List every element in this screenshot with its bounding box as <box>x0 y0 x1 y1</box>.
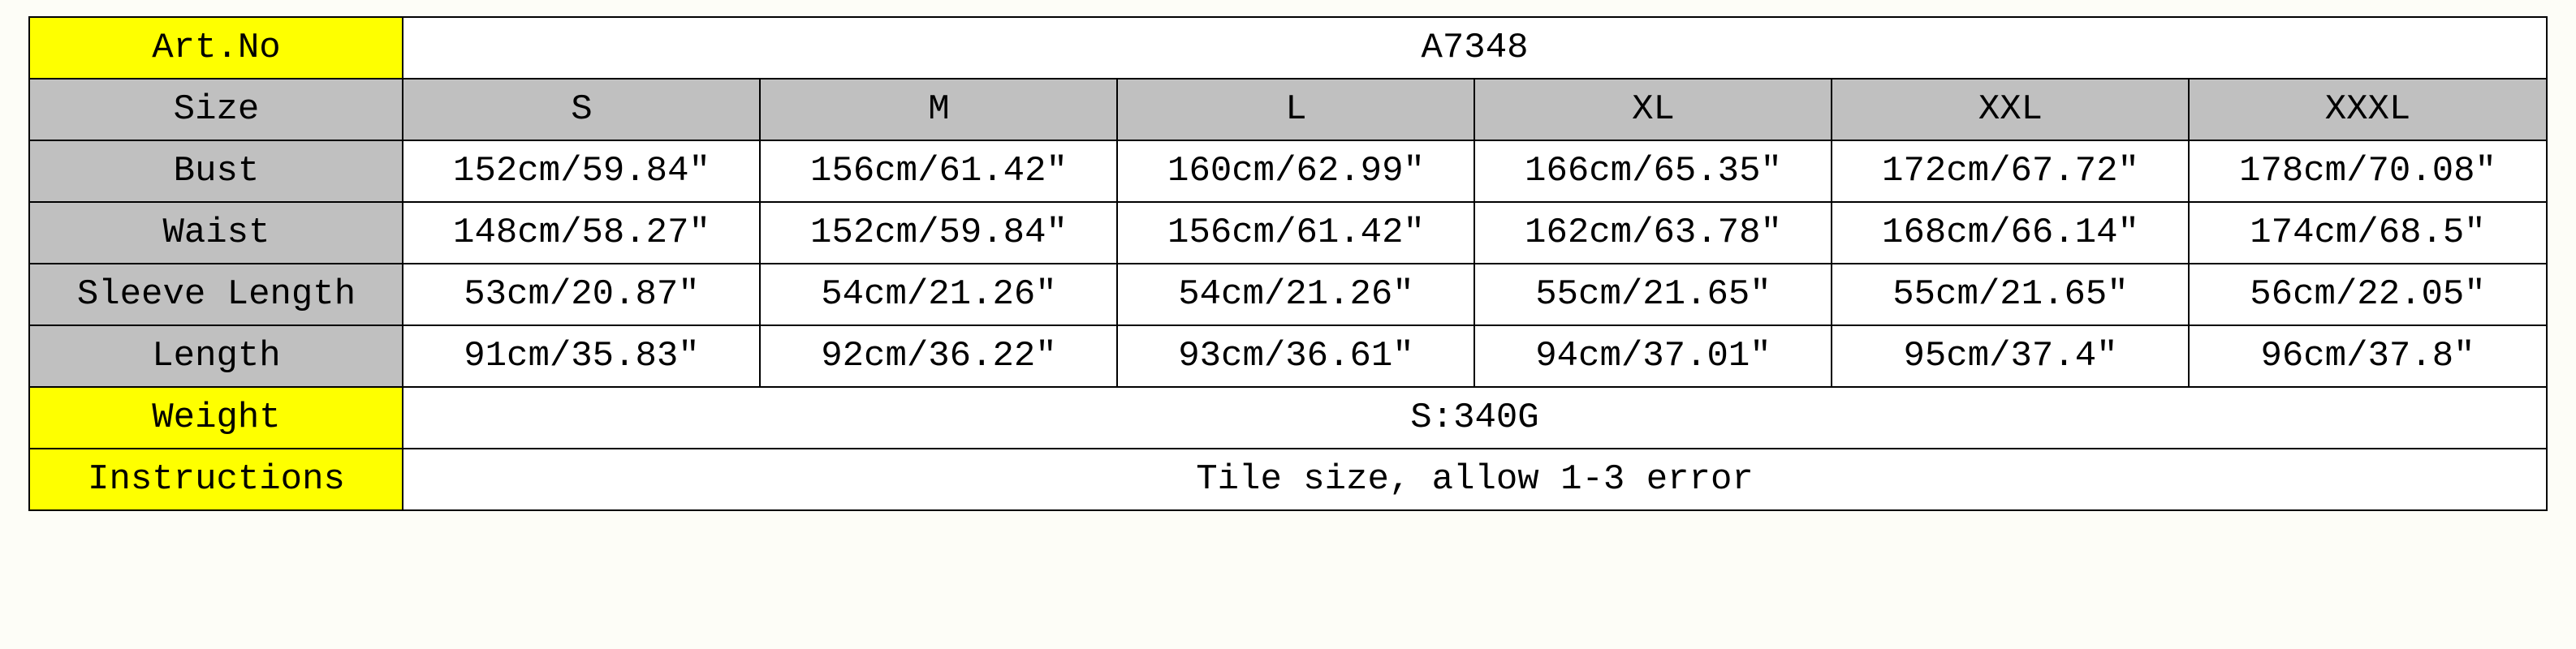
sleeve-2: 54cm/21.26″ <box>1117 264 1474 325</box>
length-3: 94cm/37.01″ <box>1474 325 1832 387</box>
row-instructions: Instructions Tile size, allow 1-3 error <box>29 449 2546 510</box>
waist-1: 152cm/59.84″ <box>760 202 1117 264</box>
length-0: 91cm/35.83″ <box>403 325 760 387</box>
value-instructions: Tile size, allow 1-3 error <box>403 449 2546 510</box>
label-size: Size <box>29 79 403 140</box>
waist-5: 174cm/68.5″ <box>2189 202 2546 264</box>
waist-3: 162cm/63.78″ <box>1474 202 1832 264</box>
size-col-4: XXL <box>1832 79 2189 140</box>
size-col-1: M <box>760 79 1117 140</box>
row-length: Length 91cm/35.83″ 92cm/36.22″ 93cm/36.6… <box>29 325 2546 387</box>
sleeve-4: 55cm/21.65″ <box>1832 264 2189 325</box>
row-bust: Bust 152cm/59.84″ 156cm/61.42″ 160cm/62.… <box>29 140 2546 202</box>
size-col-5: XXXL <box>2189 79 2546 140</box>
row-sleeve: Sleeve Length 53cm/20.87″ 54cm/21.26″ 54… <box>29 264 2546 325</box>
label-length: Length <box>29 325 403 387</box>
size-col-0: S <box>403 79 760 140</box>
label-artno: Art.No <box>29 17 403 79</box>
bust-1: 156cm/61.42″ <box>760 140 1117 202</box>
sleeve-1: 54cm/21.26″ <box>760 264 1117 325</box>
size-col-2: L <box>1117 79 1474 140</box>
row-weight: Weight S:340G <box>29 387 2546 449</box>
row-size: Size S M L XL XXL XXXL <box>29 79 2546 140</box>
label-instructions: Instructions <box>29 449 403 510</box>
bust-0: 152cm/59.84″ <box>403 140 760 202</box>
bust-4: 172cm/67.72″ <box>1832 140 2189 202</box>
length-1: 92cm/36.22″ <box>760 325 1117 387</box>
row-artno: Art.No A7348 <box>29 17 2546 79</box>
label-sleeve: Sleeve Length <box>29 264 403 325</box>
sleeve-3: 55cm/21.65″ <box>1474 264 1832 325</box>
bust-3: 166cm/65.35″ <box>1474 140 1832 202</box>
waist-4: 168cm/66.14″ <box>1832 202 2189 264</box>
value-weight: S:340G <box>403 387 2546 449</box>
length-4: 95cm/37.4″ <box>1832 325 2189 387</box>
bust-5: 178cm/70.08″ <box>2189 140 2546 202</box>
label-waist: Waist <box>29 202 403 264</box>
sleeve-5: 56cm/22.05″ <box>2189 264 2546 325</box>
bust-2: 160cm/62.99″ <box>1117 140 1474 202</box>
length-5: 96cm/37.8″ <box>2189 325 2546 387</box>
size-col-3: XL <box>1474 79 1832 140</box>
waist-2: 156cm/61.42″ <box>1117 202 1474 264</box>
sleeve-0: 53cm/20.87″ <box>403 264 760 325</box>
label-bust: Bust <box>29 140 403 202</box>
size-chart-table: Art.No A7348 Size S M L XL XXL XXXL Bust… <box>28 16 2547 511</box>
value-artno: A7348 <box>403 17 2546 79</box>
waist-0: 148cm/58.27″ <box>403 202 760 264</box>
length-2: 93cm/36.61″ <box>1117 325 1474 387</box>
label-weight: Weight <box>29 387 403 449</box>
row-waist: Waist 148cm/58.27″ 152cm/59.84″ 156cm/61… <box>29 202 2546 264</box>
